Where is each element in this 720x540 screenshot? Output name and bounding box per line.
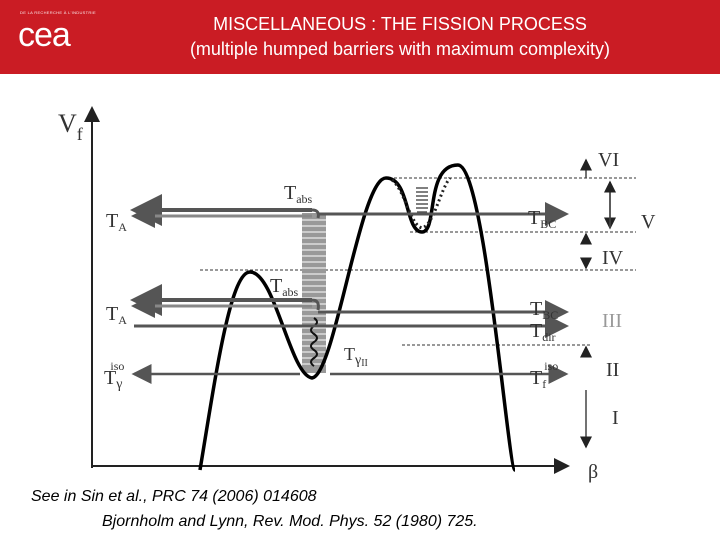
label-t-f-iso: Tfiso — [530, 359, 558, 391]
title-line-1: MISCELLANEOUS : THE FISSION PROCESS — [213, 14, 587, 34]
title-line-2: (multiple humped barriers with maximum c… — [189, 39, 611, 59]
region-arrows — [580, 158, 616, 449]
label-t-bc-mid: TBC — [530, 298, 558, 322]
energy-levels — [200, 177, 636, 346]
region-vi: VI — [598, 149, 619, 171]
label-t-gamma-ii: TγII — [344, 344, 368, 369]
cea-logo: cea — [18, 16, 71, 54]
label-t-gamma-iso: Tγiso — [104, 359, 124, 392]
label-t-bc-top: TBC — [528, 207, 556, 231]
label-t-abs-mid: Tabs — [270, 275, 299, 299]
reference-line-1: See in Sin et al., PRC 74 (2006) 014608 — [31, 488, 317, 505]
middle-arrows — [130, 284, 569, 338]
fission-barrier-curve — [198, 163, 517, 472]
region-i: I — [612, 407, 619, 429]
upper-arrows — [130, 194, 569, 228]
y-axis-label: Vf — [58, 109, 83, 144]
logo-tagline: DE LA RECHERCHE À L'INDUSTRIE — [20, 10, 96, 15]
label-t-a-mid: TA — [106, 303, 127, 327]
dotted-barrier-variant — [390, 177, 452, 230]
x-axis-label: β — [588, 461, 598, 483]
header-bar: DE LA RECHERCHE À L'INDUSTRIE cea MISCEL… — [0, 0, 720, 74]
region-iii: III — [602, 310, 622, 332]
absorption-band — [302, 213, 326, 373]
region-ii: II — [606, 359, 619, 381]
page-title: MISCELLANEOUS : THE FISSION PROCESS (mul… — [100, 12, 700, 62]
reference-line-2: Bjornholm and Lynn, Rev. Mod. Phys. 52 (… — [102, 513, 478, 530]
label-t-dir: Tdir — [530, 320, 556, 344]
label-t-a-top: TA — [106, 210, 127, 234]
region-iv: IV — [602, 247, 624, 269]
third-well-levels — [416, 187, 428, 213]
label-t-abs-top: Tabs — [284, 182, 313, 206]
region-v: V — [641, 211, 656, 233]
